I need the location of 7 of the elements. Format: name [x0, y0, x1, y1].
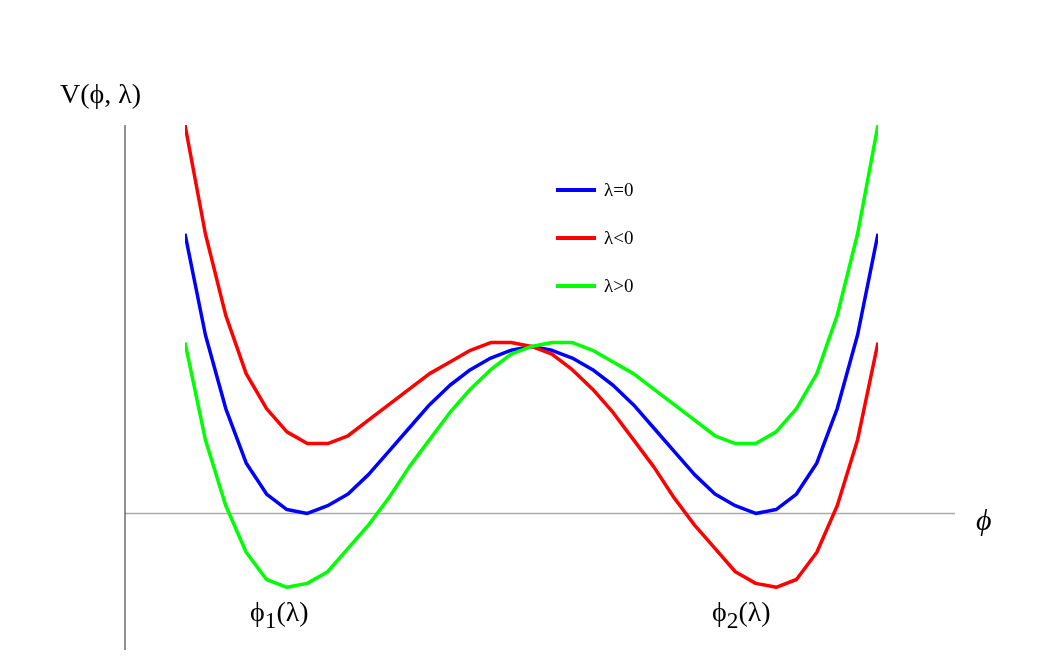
- x-axis-title: ϕ: [976, 503, 992, 537]
- legend-label: λ=0: [604, 179, 634, 201]
- legend-label: λ>0: [604, 275, 634, 297]
- text: ϕ$_{2}$(λ): [712, 596, 771, 634]
- y-axis-title: V(ϕ, λ): [60, 78, 142, 110]
- legend-label: λ<0: [604, 227, 634, 249]
- text: ϕ$_{1}$(λ): [250, 596, 309, 634]
